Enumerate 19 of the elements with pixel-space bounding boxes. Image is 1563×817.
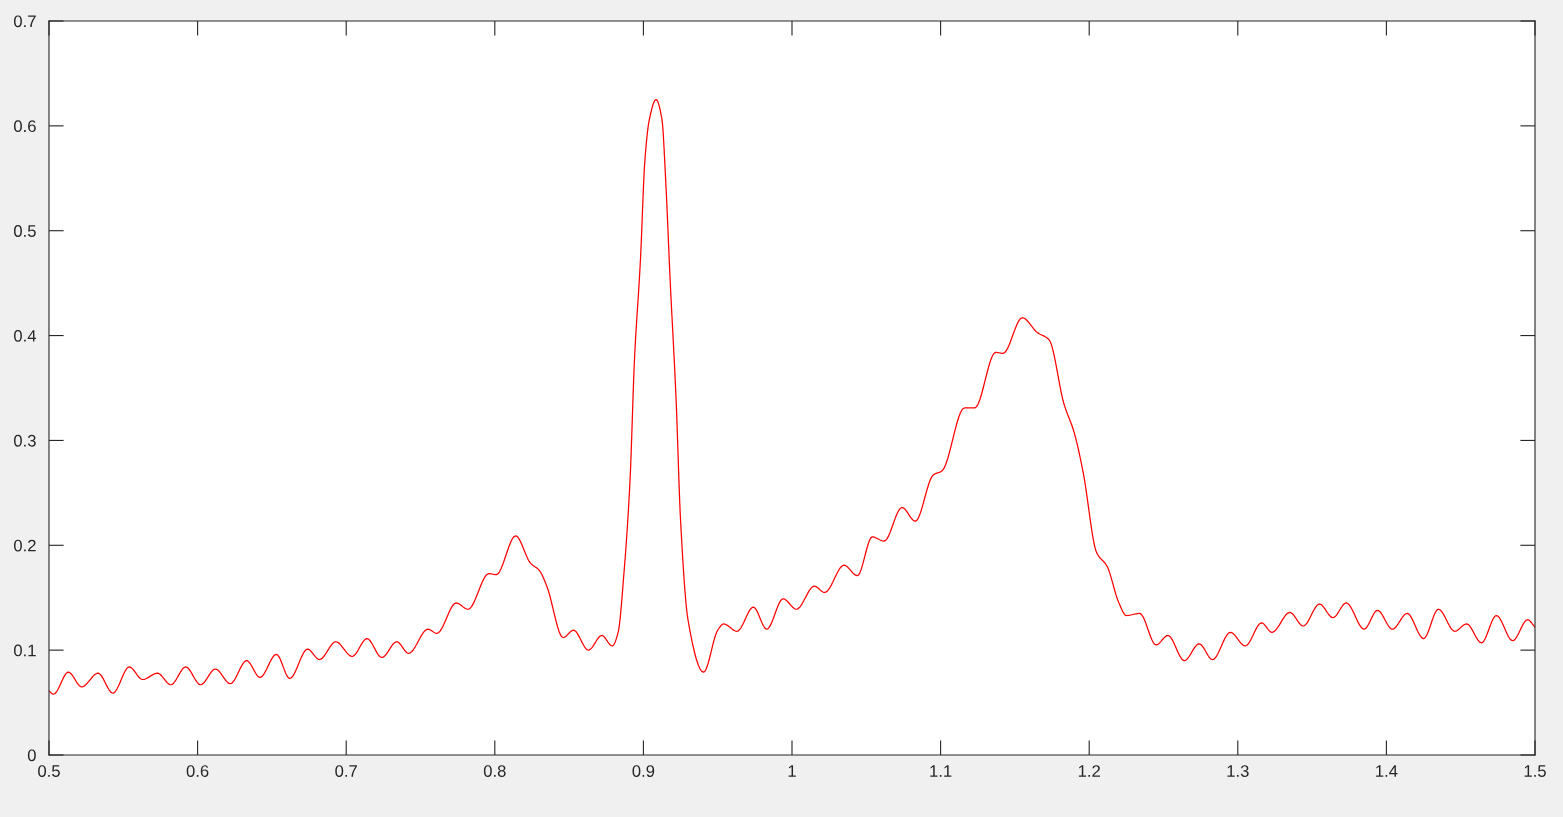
- x-tick-label: 1: [788, 765, 796, 777]
- y-tick-label: 0.4: [13, 329, 37, 342]
- x-tick-label: 0.5: [38, 765, 60, 777]
- y-tick-label: 0.1: [13, 644, 36, 657]
- x-tick-label: 1.5: [1524, 765, 1546, 777]
- x-tick-label: 1.1: [930, 765, 952, 777]
- y-tick-label: 0: [27, 749, 36, 762]
- x-tick-label: 0.7: [335, 765, 357, 777]
- x-tick-label: 0.9: [632, 765, 655, 777]
- y-tick-label: 0.3: [13, 434, 36, 447]
- y-tick-label: 0.2: [13, 539, 36, 552]
- y-tick-label: 0.6: [13, 120, 36, 133]
- x-tick-label: 1.2: [1078, 765, 1100, 777]
- y-tick-label: 0.7: [13, 15, 36, 28]
- x-tick-label: 0.8: [483, 765, 506, 777]
- y-tick-label: 0.5: [13, 225, 36, 237]
- x-tick-label: 1.4: [1376, 765, 1398, 777]
- x-tick-label: 1.3: [1227, 765, 1249, 777]
- x-tick-label: 0.6: [186, 765, 209, 777]
